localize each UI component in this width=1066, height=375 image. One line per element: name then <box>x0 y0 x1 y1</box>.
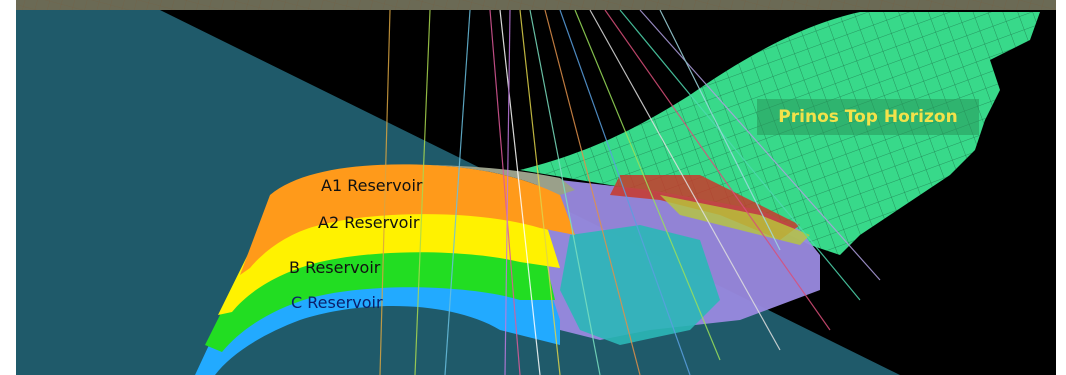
a2-reservoir-label: A2 Reservoir <box>318 213 420 232</box>
a1-reservoir-label: A1 Reservoir <box>321 176 423 195</box>
cyan-block <box>560 225 720 345</box>
c-reservoir-label: C Reservoir <box>291 293 383 312</box>
reservoir-layer-a1 <box>240 164 575 275</box>
prinos-top-horizon-label: Prinos Top Horizon <box>757 99 979 135</box>
b-reservoir-label: B Reservoir <box>289 258 381 277</box>
well-trajectories <box>379 9 881 375</box>
